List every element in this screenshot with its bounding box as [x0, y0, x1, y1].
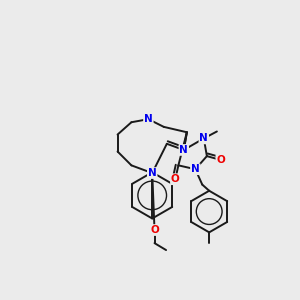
- Text: N: N: [148, 168, 157, 178]
- Text: O: O: [150, 225, 159, 235]
- Text: N: N: [200, 134, 208, 143]
- Text: O: O: [216, 155, 225, 165]
- Text: N: N: [191, 164, 200, 174]
- Text: N: N: [179, 145, 188, 155]
- Text: N: N: [144, 114, 153, 124]
- Text: O: O: [171, 174, 180, 184]
